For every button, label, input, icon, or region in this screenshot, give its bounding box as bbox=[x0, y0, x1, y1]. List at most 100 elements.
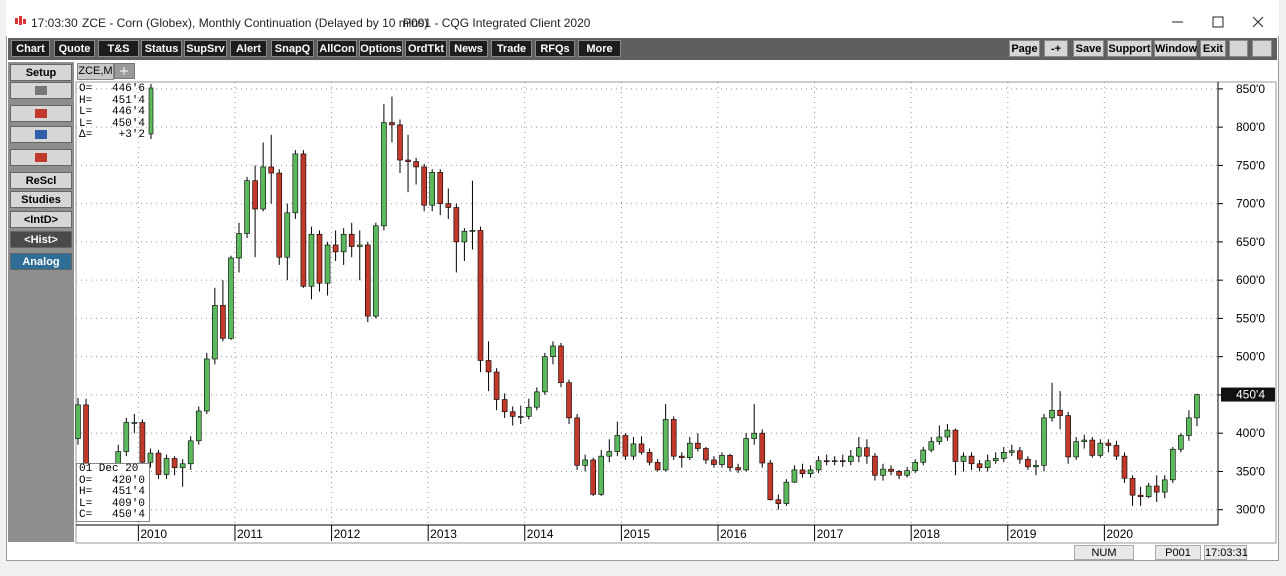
toolbar-button[interactable]: News bbox=[449, 40, 488, 57]
x-tick-label: 2018 bbox=[913, 527, 940, 541]
toolbar-button[interactable]: Status bbox=[141, 40, 182, 57]
toolbar-button[interactable]: More bbox=[578, 40, 621, 57]
candle-body bbox=[960, 455, 967, 462]
toolbar-button[interactable]: OrdTkt bbox=[405, 40, 447, 57]
toolbar-button[interactable]: Chart bbox=[11, 40, 50, 57]
toolbar-button[interactable]: Alert bbox=[230, 40, 267, 57]
readout-row: Δ= +3'2 bbox=[79, 129, 145, 142]
y-tick-label: 700'0 bbox=[1236, 197, 1265, 211]
candle-body bbox=[646, 452, 653, 463]
candle-body bbox=[348, 233, 355, 247]
y-tick-label: 850'0 bbox=[1236, 82, 1265, 96]
status-cell: P001 bbox=[1155, 545, 1201, 560]
toolbar-button[interactable]: T&S bbox=[98, 40, 139, 57]
icon bbox=[35, 109, 47, 118]
candle-body bbox=[1049, 409, 1055, 419]
toolbar-button[interactable]: Trade bbox=[491, 40, 532, 57]
candle-body bbox=[437, 171, 444, 204]
candle-body bbox=[1145, 485, 1152, 497]
readout-row: L= 409'0 bbox=[79, 498, 149, 511]
candle-body bbox=[872, 455, 878, 476]
candle-body bbox=[477, 230, 484, 361]
candle-body bbox=[1186, 417, 1192, 436]
candle-body bbox=[920, 449, 927, 463]
add-tab[interactable] bbox=[114, 63, 136, 80]
toolbar-button[interactable]: -+ bbox=[1044, 40, 1068, 57]
candle-body bbox=[316, 233, 323, 284]
toolbar-button[interactable]: Save bbox=[1073, 40, 1104, 57]
candle-body bbox=[566, 382, 572, 419]
candle-body bbox=[244, 180, 250, 234]
sidebar-button[interactable]: Analog bbox=[10, 253, 72, 270]
toolbar-button[interactable]: RFQs bbox=[535, 40, 575, 57]
sidebar-icon-button[interactable] bbox=[10, 105, 72, 122]
candle-body bbox=[220, 305, 226, 339]
window-controls[interactable] bbox=[1166, 14, 1276, 30]
x-tick-label: 2019 bbox=[1010, 527, 1037, 541]
readout-value: 446'4 bbox=[111, 106, 145, 118]
readout-value: 446'6 bbox=[111, 83, 145, 95]
candle-body bbox=[413, 161, 419, 168]
chart-tab[interactable]: ZCE,M bbox=[77, 63, 114, 80]
candle-body bbox=[558, 345, 564, 383]
restore-button[interactable] bbox=[1229, 40, 1248, 57]
candle-body bbox=[783, 481, 790, 504]
toolbar-button[interactable]: AllCon bbox=[317, 40, 357, 57]
candle-body bbox=[1000, 452, 1007, 459]
candle-body bbox=[445, 203, 452, 208]
toolbar-button[interactable]: Page bbox=[1009, 40, 1040, 57]
readout-value: 451'4 bbox=[111, 486, 145, 498]
sidebar-button[interactable]: ReScl bbox=[10, 172, 72, 189]
candle-body bbox=[284, 212, 291, 258]
candle-body bbox=[807, 469, 814, 475]
candle-body bbox=[517, 416, 524, 418]
sidebar-icon-button[interactable] bbox=[10, 82, 72, 99]
candle-body bbox=[590, 459, 597, 495]
candle-body bbox=[598, 455, 605, 495]
toolbar-button[interactable]: Support bbox=[1107, 40, 1152, 57]
toolbar-button[interactable]: Quote bbox=[54, 40, 95, 57]
sidebar-icon-button[interactable] bbox=[10, 149, 72, 166]
sidebar-button[interactable]: Studies bbox=[10, 191, 72, 208]
status-cell: 17:03:31 bbox=[1204, 545, 1248, 560]
candle-body bbox=[75, 404, 81, 439]
candle-body bbox=[976, 463, 983, 468]
readout-key: L= bbox=[79, 106, 93, 118]
toolbar-button[interactable]: SnapQ bbox=[271, 40, 314, 57]
candle-body bbox=[550, 345, 556, 357]
last-price-label: 450'4 bbox=[1236, 388, 1265, 402]
candle-body bbox=[509, 411, 516, 417]
toolbar-button[interactable]: SupSrv bbox=[184, 40, 227, 57]
sidebar-button[interactable]: Setup bbox=[10, 64, 72, 81]
x-tick-label: 2013 bbox=[430, 527, 457, 541]
candle-body bbox=[678, 455, 685, 458]
toolbar-button[interactable]: Options bbox=[359, 40, 403, 57]
readout-row: O= 446'6 bbox=[79, 83, 145, 96]
x-tick-label: 2016 bbox=[720, 527, 747, 541]
candle-body bbox=[952, 429, 959, 462]
readout-row: H= 451'4 bbox=[79, 486, 149, 499]
sidebar-button[interactable]: <IntD> bbox=[10, 211, 72, 228]
candle-body bbox=[187, 440, 194, 465]
toolbar-button[interactable]: Window bbox=[1154, 40, 1197, 57]
candle-body bbox=[381, 122, 387, 227]
close-button[interactable] bbox=[1252, 40, 1272, 57]
candle-body bbox=[1129, 478, 1136, 496]
candle-body bbox=[703, 448, 709, 461]
readout-key: C= bbox=[79, 509, 93, 521]
candle-body bbox=[735, 467, 741, 471]
sidebar-icon-button[interactable] bbox=[10, 126, 72, 143]
y-tick-label: 750'0 bbox=[1236, 158, 1265, 172]
readout-key: L= bbox=[79, 117, 93, 130]
sidebar-button[interactable]: <Hist> bbox=[10, 231, 72, 248]
candle-body bbox=[815, 460, 822, 471]
candle-body bbox=[928, 441, 935, 451]
candle-body bbox=[614, 435, 621, 452]
x-tick-label: 2014 bbox=[527, 527, 554, 541]
candle-body bbox=[864, 447, 870, 457]
toolbar-button[interactable]: Exit bbox=[1200, 40, 1226, 57]
candle-body bbox=[799, 469, 806, 475]
candle-body bbox=[493, 371, 500, 400]
